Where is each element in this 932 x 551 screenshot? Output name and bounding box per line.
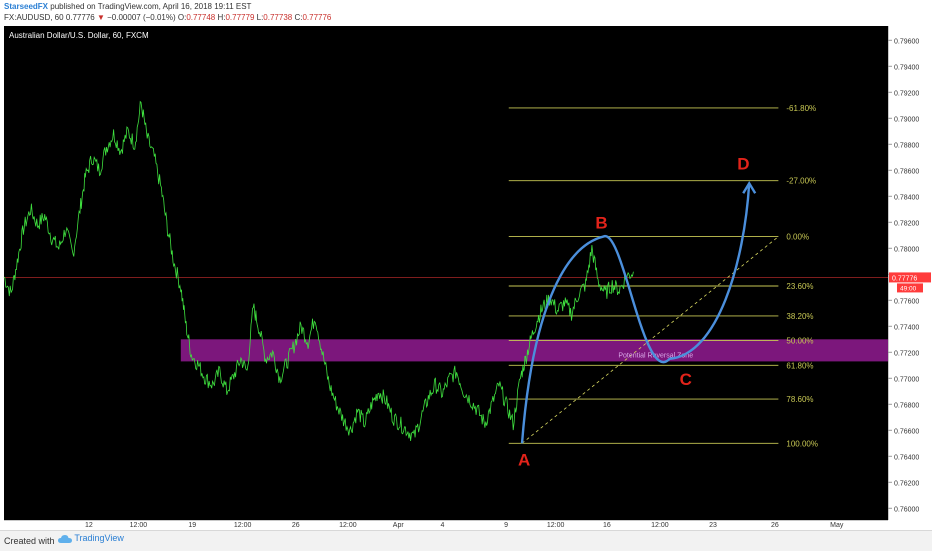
x-tick-label: 23 — [709, 522, 717, 529]
price-chart[interactable]: 0.79600 0.79400 0.79200 0.79000 0.78800 0.786… — [0, 26, 932, 530]
y-tick-label: 0.79600 — [894, 38, 919, 45]
tradingview-logo-link[interactable]: TradingView — [58, 533, 124, 544]
y-tick-label: 0.78000 — [894, 246, 919, 253]
x-tick-label: 26 — [771, 522, 779, 529]
y-tick-label: 0.76800 — [894, 402, 919, 409]
fib-level-label: -27.00% — [786, 177, 816, 186]
fib-level-label: 100.00% — [786, 439, 818, 448]
y-tick-label: 0.79000 — [894, 116, 919, 123]
x-tick-label: 12:00 — [339, 522, 357, 529]
x-tick-label: 4 — [441, 522, 445, 529]
x-tick-label: 12:00 — [651, 522, 669, 529]
chart-header: StarseedFX published on TradingView.com,… — [0, 0, 932, 26]
y-tick-label: 0.77200 — [894, 350, 919, 357]
wave-point-a: A — [518, 450, 530, 469]
y-tick-label: 0.78400 — [894, 194, 919, 201]
y-tick-label: 0.76600 — [894, 428, 919, 435]
high-value: 0.77779 — [225, 13, 255, 22]
open-value: 0.77748 — [186, 13, 216, 22]
low-label: L: — [256, 13, 264, 22]
author-link[interactable]: StarseedFX — [4, 2, 49, 11]
close-label: C: — [294, 13, 303, 22]
wave-point-c: C — [680, 370, 692, 389]
fib-level-label: 38.20% — [786, 312, 813, 321]
fib-level-label: 50.00% — [786, 337, 813, 346]
y-tick-label: 0.77600 — [894, 298, 919, 305]
fib-level-label: 78.60% — [786, 395, 813, 404]
footer-bar: Created with TradingView — [0, 530, 932, 551]
created-with-label: Created with — [4, 536, 55, 546]
symbol-name: FX:AUDUSD, 60 — [4, 13, 64, 22]
y-tick-label: 0.76000 — [894, 506, 919, 513]
wave-arrowhead — [742, 180, 757, 194]
time-axis — [0, 520, 932, 530]
countdown-tag — [897, 283, 923, 293]
open-label: O: — [177, 13, 187, 22]
y-tick-label: 0.79200 — [894, 90, 919, 97]
tradingview-brand: TradingView — [74, 533, 124, 543]
last-price-label: 0.77776 — [892, 275, 917, 282]
x-tick-label: 26 — [292, 522, 300, 529]
x-tick-label: 12:00 — [130, 522, 148, 529]
x-tick-label: 9 — [504, 522, 508, 529]
y-tick-label: 0.79400 — [894, 64, 919, 71]
x-tick-label: 12:00 — [547, 522, 565, 529]
y-tick-label: 0.78200 — [894, 220, 919, 227]
publish-info: published on TradingView.com, April 16, … — [48, 2, 252, 11]
y-tick-label: 0.77000 — [894, 376, 919, 383]
y-tick-label: 0.76200 — [894, 480, 919, 487]
change-arrow-icon: ▼ — [96, 13, 105, 22]
x-tick-label: Apr — [393, 522, 405, 529]
fib-level-label: 0.00% — [786, 233, 809, 242]
plot-area — [4, 26, 888, 520]
fib-level-label: 61.80% — [786, 361, 813, 370]
y-tick-label: 0.76400 — [894, 454, 919, 461]
y-tick-label: 0.78800 — [894, 142, 919, 149]
price-series-line — [3, 100, 634, 441]
high-label: H: — [217, 13, 226, 22]
x-tick-label: 12 — [85, 522, 93, 529]
publish-line: StarseedFX published on TradingView.com,… — [4, 2, 251, 11]
trend-line — [521, 236, 779, 444]
fib-level-label: 23.60% — [786, 282, 813, 291]
wave-projection — [520, 183, 751, 444]
close-value: 0.77776 — [302, 13, 332, 22]
x-tick-label: 12:00 — [234, 522, 252, 529]
last-price-tag — [889, 272, 931, 283]
chart-title: Australian Dollar/U.S. Dollar, 60, FXCM — [9, 31, 149, 40]
x-tick-label: 19 — [188, 522, 196, 529]
last-price: 0.77776 — [65, 13, 95, 22]
cloud-icon — [58, 534, 72, 543]
x-tick-label: 16 — [603, 522, 611, 529]
y-tick-label: 0.77400 — [894, 324, 919, 331]
price-change: −0.00007 (−0.01%) — [107, 13, 176, 22]
wave-point-b: B — [595, 214, 607, 233]
countdown-label: 49:00 — [900, 285, 917, 292]
x-tick-label: May — [830, 522, 844, 529]
symbol-line: FX:AUDUSD, 60 0.77776 ▼ −0.00007 (−0.01%… — [4, 13, 331, 22]
y-tick-label: 0.78600 — [894, 168, 919, 175]
wave-point-d: D — [737, 154, 749, 173]
fib-level-label: -61.80% — [786, 104, 816, 113]
low-value: 0.77738 — [263, 13, 293, 22]
